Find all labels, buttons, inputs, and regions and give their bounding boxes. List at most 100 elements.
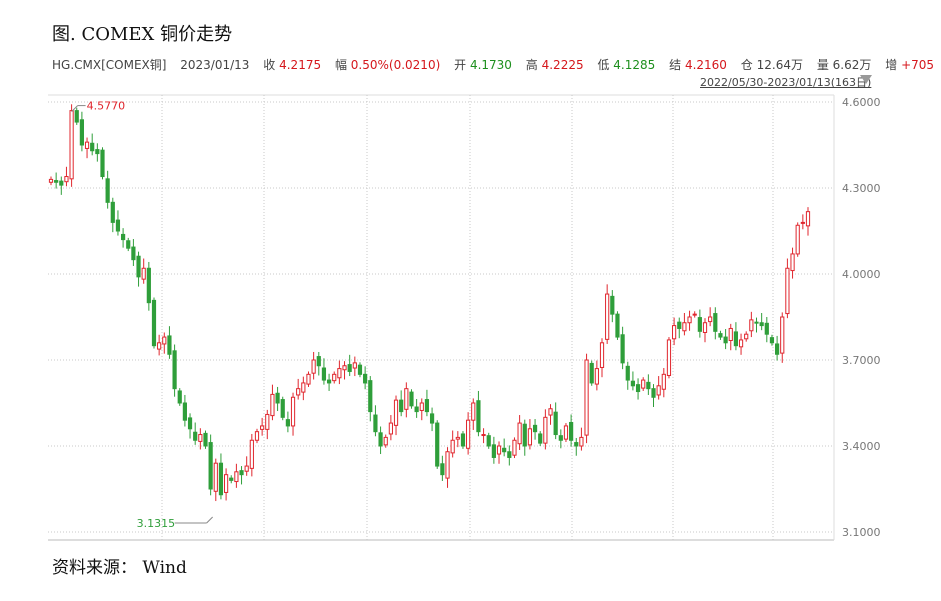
candle-body <box>326 379 332 384</box>
candle-body <box>630 380 636 387</box>
candle-body <box>481 434 486 437</box>
candle-body <box>728 327 733 342</box>
candle-body <box>584 359 589 436</box>
y-tick-label: 4.0000 <box>842 268 881 281</box>
candle-body <box>90 142 95 152</box>
candle-body <box>605 293 610 340</box>
candle-body <box>352 362 357 369</box>
candle-body <box>100 149 105 178</box>
candle-body <box>651 388 656 398</box>
candle-body <box>471 402 476 421</box>
volume-label: 量 <box>816 58 829 72</box>
candle-body <box>54 180 59 183</box>
candle-body <box>496 445 502 455</box>
candle-body <box>296 388 301 396</box>
candle-body <box>708 316 713 323</box>
candle-body <box>177 390 182 404</box>
candle-body <box>285 419 290 427</box>
candle-body <box>290 396 296 427</box>
candle-body <box>718 333 723 338</box>
candle-body <box>502 447 507 453</box>
candle-body <box>661 373 666 390</box>
candle-body <box>182 402 187 421</box>
candle-body <box>342 365 347 371</box>
candle-body <box>84 141 90 149</box>
candle-body <box>393 399 399 426</box>
candle-body <box>198 434 203 442</box>
candle-body <box>697 317 702 332</box>
close-value: 4.2175 <box>279 58 322 72</box>
candle-body <box>378 432 383 447</box>
candle-body <box>347 364 352 372</box>
y-tick-label: 3.7000 <box>842 354 881 367</box>
candle-body <box>610 295 615 315</box>
low-value: 4.1285 <box>613 58 656 72</box>
candle-body <box>491 444 496 458</box>
candle-body <box>733 331 739 347</box>
open-label: 开 <box>454 58 467 72</box>
candle-body <box>151 299 157 347</box>
candle-body <box>234 471 239 483</box>
low-label: 低 <box>597 58 610 72</box>
candle-body <box>790 253 795 272</box>
change-label: 幅 <box>334 58 347 72</box>
candle-body <box>162 336 167 345</box>
candle-body <box>455 436 460 440</box>
candle-body <box>260 425 265 430</box>
oi-value: 12.64万 <box>756 58 803 72</box>
candle-body <box>388 422 393 435</box>
candle-body <box>136 255 141 278</box>
candle-body <box>527 428 533 446</box>
date-range-selector[interactable]: 2022/05/30-2023/01/13(163日) <box>700 76 872 89</box>
candle-body <box>574 442 579 447</box>
candle-body <box>157 342 162 350</box>
figure-title: 图. COMEX 铜价走势 <box>52 24 233 45</box>
candle-body <box>476 400 481 433</box>
candle-body <box>785 267 790 315</box>
candle-body <box>435 422 440 467</box>
candle-body <box>589 362 594 384</box>
candle-body <box>419 402 424 411</box>
candle-body <box>723 336 728 344</box>
candle-body <box>115 219 121 232</box>
oi-change-label: 增 <box>885 58 898 72</box>
candle-body <box>749 319 754 332</box>
candle-body <box>558 435 563 441</box>
candle-body <box>64 176 69 183</box>
candle-body <box>543 416 548 444</box>
candle-body <box>805 211 811 227</box>
candle-body <box>507 451 512 458</box>
candle-body <box>424 399 430 413</box>
candle-body <box>373 414 378 433</box>
source-note: 资料来源： Wind <box>52 558 187 578</box>
y-tick-label: 4.6000 <box>842 96 881 109</box>
candle-body <box>321 367 327 381</box>
candle-body <box>223 474 229 493</box>
symbol[interactable]: HG.CMX[COMEX铜] <box>52 58 167 72</box>
candle-body <box>363 373 368 384</box>
candle-body <box>538 433 543 444</box>
candle-body <box>239 470 244 476</box>
candle-body <box>254 431 260 441</box>
candle-body <box>615 313 620 338</box>
candle-body <box>594 368 599 385</box>
candle-body <box>775 343 780 355</box>
candle-body <box>754 321 759 324</box>
candle-body <box>641 379 646 389</box>
oi-change-value: +705 <box>901 58 935 72</box>
candle-body <box>682 322 687 332</box>
candle-body <box>357 364 363 375</box>
candle-body <box>466 419 471 449</box>
candle-body <box>131 246 136 261</box>
candle-body <box>229 477 234 481</box>
candle-body <box>337 368 342 379</box>
candle-body <box>713 313 718 332</box>
dropdown-arrow-icon[interactable] <box>860 75 872 84</box>
candle-body <box>692 313 697 316</box>
candle-body <box>620 334 625 364</box>
candle-body <box>744 333 749 340</box>
candle-body <box>702 322 708 333</box>
candle-body <box>316 356 321 367</box>
candle-body <box>579 436 584 447</box>
candle-body <box>563 425 569 440</box>
